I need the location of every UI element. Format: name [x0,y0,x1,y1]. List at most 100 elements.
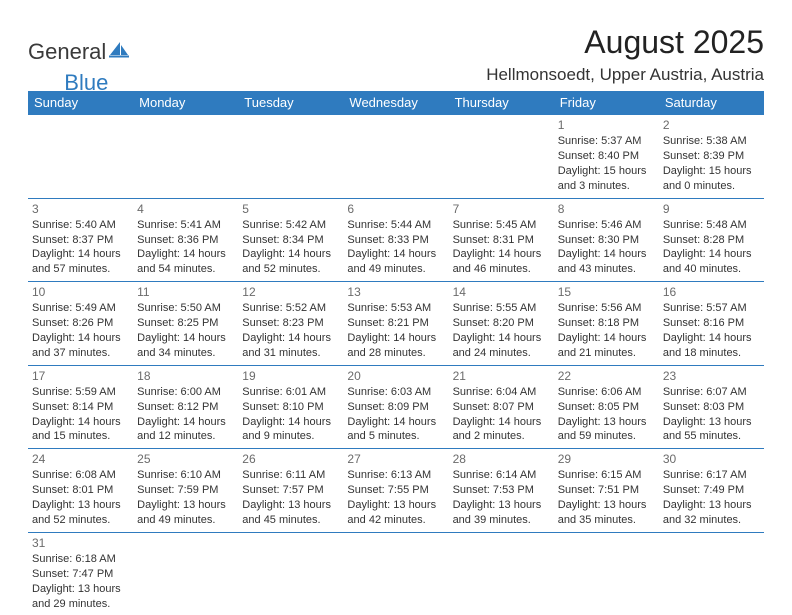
daylight-text-2: and 52 minutes. [32,513,129,528]
sunrise-text: Sunrise: 5:44 AM [347,218,444,233]
daylight-text-1: Daylight: 14 hours [347,415,444,430]
daylight-text-1: Daylight: 14 hours [137,331,234,346]
sunrise-text: Sunrise: 6:08 AM [32,468,129,483]
daylight-text-2: and 39 minutes. [453,513,550,528]
calendar-cell: 3Sunrise: 5:40 AMSunset: 8:37 PMDaylight… [28,198,133,282]
calendar-cell: 8Sunrise: 5:46 AMSunset: 8:30 PMDaylight… [554,198,659,282]
sunset-text: Sunset: 7:47 PM [32,567,129,582]
sunset-text: Sunset: 8:01 PM [32,483,129,498]
sunrise-text: Sunrise: 6:18 AM [32,552,129,567]
daylight-text-2: and 9 minutes. [242,429,339,444]
daylight-text-1: Daylight: 14 hours [32,415,129,430]
daylight-text-2: and 15 minutes. [32,429,129,444]
daylight-text-1: Daylight: 14 hours [558,331,655,346]
calendar-cell: 18Sunrise: 6:00 AMSunset: 8:12 PMDayligh… [133,365,238,449]
sunrise-text: Sunrise: 5:38 AM [663,134,760,149]
daylight-text-1: Daylight: 14 hours [32,331,129,346]
daylight-text-2: and 32 minutes. [663,513,760,528]
calendar-cell: 28Sunrise: 6:14 AMSunset: 7:53 PMDayligh… [449,449,554,533]
daylight-text-2: and 45 minutes. [242,513,339,528]
day-number: 15 [558,284,655,300]
calendar-cell: 20Sunrise: 6:03 AMSunset: 8:09 PMDayligh… [343,365,448,449]
sunset-text: Sunset: 8:31 PM [453,233,550,248]
daylight-text-2: and 52 minutes. [242,262,339,277]
day-number: 21 [453,368,550,384]
day-number: 16 [663,284,760,300]
daylight-text-2: and 40 minutes. [663,262,760,277]
calendar-cell: 25Sunrise: 6:10 AMSunset: 7:59 PMDayligh… [133,449,238,533]
column-header: Wednesday [343,91,448,115]
sunset-text: Sunset: 8:18 PM [558,316,655,331]
day-number: 1 [558,117,655,133]
page-title: August 2025 [486,24,764,61]
sunset-text: Sunset: 7:59 PM [137,483,234,498]
sunset-text: Sunset: 8:03 PM [663,400,760,415]
calendar-cell: 17Sunrise: 5:59 AMSunset: 8:14 PMDayligh… [28,365,133,449]
sunrise-text: Sunrise: 5:49 AM [32,301,129,316]
sunset-text: Sunset: 8:14 PM [32,400,129,415]
calendar-cell: 24Sunrise: 6:08 AMSunset: 8:01 PMDayligh… [28,449,133,533]
column-header: Thursday [449,91,554,115]
calendar-cell [238,115,343,199]
logo-text-general: General [28,39,106,65]
daylight-text-2: and 12 minutes. [137,429,234,444]
sunrise-text: Sunrise: 5:46 AM [558,218,655,233]
calendar-cell [449,532,554,615]
column-header: Monday [133,91,238,115]
day-number: 11 [137,284,234,300]
sunset-text: Sunset: 8:21 PM [347,316,444,331]
daylight-text-2: and 43 minutes. [558,262,655,277]
calendar-cell: 7Sunrise: 5:45 AMSunset: 8:31 PMDaylight… [449,198,554,282]
daylight-text-2: and 5 minutes. [347,429,444,444]
sunset-text: Sunset: 8:09 PM [347,400,444,415]
day-number: 4 [137,201,234,217]
column-header: Saturday [659,91,764,115]
daylight-text-2: and 21 minutes. [558,346,655,361]
sunset-text: Sunset: 8:20 PM [453,316,550,331]
sunset-text: Sunset: 8:16 PM [663,316,760,331]
sunset-text: Sunset: 8:07 PM [453,400,550,415]
daylight-text-2: and 31 minutes. [242,346,339,361]
sunset-text: Sunset: 8:37 PM [32,233,129,248]
calendar-cell: 31Sunrise: 6:18 AMSunset: 7:47 PMDayligh… [28,532,133,615]
sunrise-text: Sunrise: 5:55 AM [453,301,550,316]
title-block: August 2025 Hellmonsoedt, Upper Austria,… [486,24,764,85]
daylight-text-1: Daylight: 14 hours [242,415,339,430]
daylight-text-1: Daylight: 13 hours [663,498,760,513]
daylight-text-2: and 49 minutes. [137,513,234,528]
daylight-text-2: and 34 minutes. [137,346,234,361]
sunset-text: Sunset: 7:57 PM [242,483,339,498]
daylight-text-1: Daylight: 13 hours [663,415,760,430]
calendar-cell [343,532,448,615]
daylight-text-2: and 2 minutes. [453,429,550,444]
sunrise-text: Sunrise: 6:04 AM [453,385,550,400]
calendar-cell: 9Sunrise: 5:48 AMSunset: 8:28 PMDaylight… [659,198,764,282]
day-number: 29 [558,451,655,467]
day-number: 2 [663,117,760,133]
sunrise-text: Sunrise: 5:45 AM [453,218,550,233]
sunrise-text: Sunrise: 5:42 AM [242,218,339,233]
sunset-text: Sunset: 8:34 PM [242,233,339,248]
sunrise-text: Sunrise: 5:57 AM [663,301,760,316]
daylight-text-2: and 0 minutes. [663,179,760,194]
sunrise-text: Sunrise: 6:13 AM [347,468,444,483]
sunset-text: Sunset: 8:25 PM [137,316,234,331]
calendar-cell: 21Sunrise: 6:04 AMSunset: 8:07 PMDayligh… [449,365,554,449]
daylight-text-2: and 24 minutes. [453,346,550,361]
daylight-text-1: Daylight: 13 hours [347,498,444,513]
sunset-text: Sunset: 8:23 PM [242,316,339,331]
calendar-cell [449,115,554,199]
calendar-table: SundayMondayTuesdayWednesdayThursdayFrid… [28,91,764,615]
day-number: 3 [32,201,129,217]
day-number: 24 [32,451,129,467]
sunrise-text: Sunrise: 5:48 AM [663,218,760,233]
calendar-body: 1Sunrise: 5:37 AMSunset: 8:40 PMDaylight… [28,115,764,615]
sunset-text: Sunset: 8:36 PM [137,233,234,248]
calendar-cell [133,532,238,615]
page-subtitle: Hellmonsoedt, Upper Austria, Austria [486,65,764,85]
daylight-text-1: Daylight: 14 hours [137,247,234,262]
daylight-text-1: Daylight: 14 hours [663,247,760,262]
daylight-text-2: and 59 minutes. [558,429,655,444]
sunrise-text: Sunrise: 6:17 AM [663,468,760,483]
sunrise-text: Sunrise: 5:40 AM [32,218,129,233]
